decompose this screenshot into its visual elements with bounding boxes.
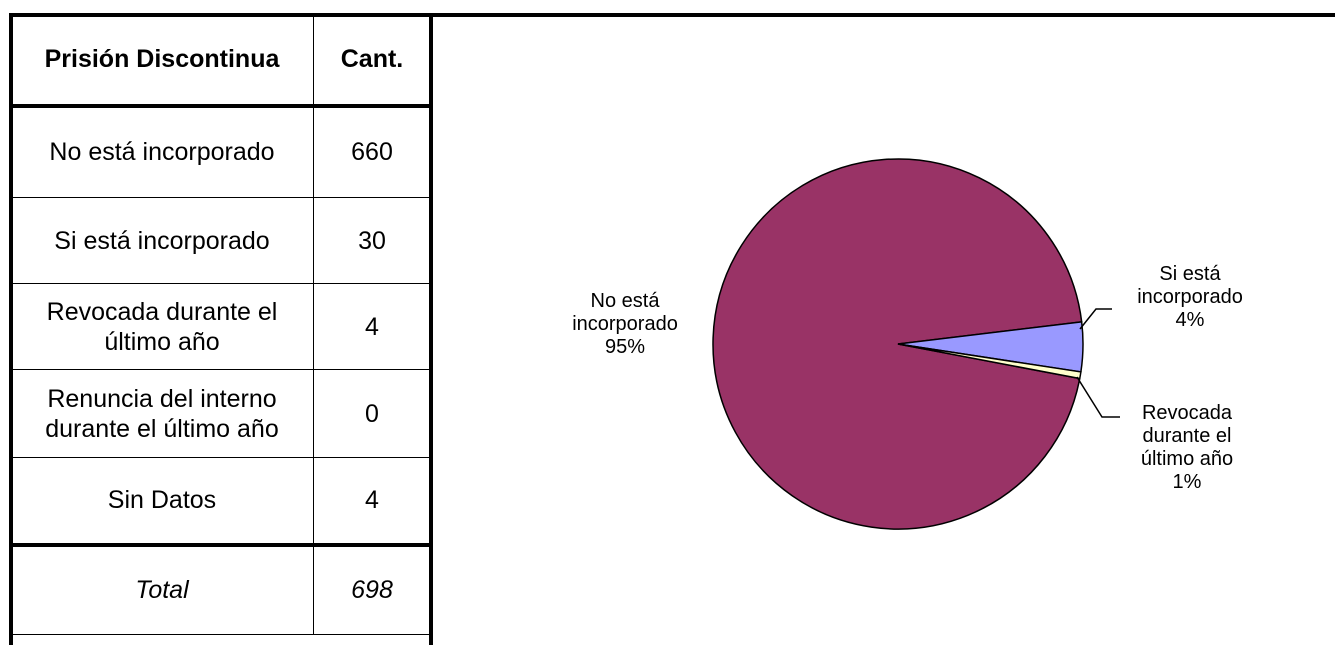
top-border-rule [433,13,1335,17]
row-label: Si está incorporado [10,197,314,284]
row-label-line: Si está incorporado [54,226,270,255]
table-row: Si está incorporado 30 [10,197,431,284]
data-label-revocada: Revocada durante el último año 1% [1141,402,1233,493]
header-count: Cant. [313,13,431,108]
table-row: Renuncia del interno durante el último añ… [10,369,431,458]
row-value: 660 [313,105,431,198]
row-label: Revocada durante el último año [10,283,314,370]
data-label-line: Revocada [1142,402,1233,424]
pie-chart-svg: No está incorporado 95%Si está incorporado 4… [572,158,1243,530]
row-label-line: último año [104,327,220,356]
row-label-line: durante el último año [45,414,279,443]
data-label-line: 95% [605,336,645,358]
table-row: No está incorporado 660 [10,105,431,198]
pie-chart-area: No está incorporado 95% Si está incorporado 4… [440,17,1335,644]
pie-slice-revocada [897,343,1082,380]
total-value: 698 [313,542,431,635]
leader-line-si-incorporado [1079,308,1112,330]
data-label-line: No está [591,290,661,312]
table-header-row: Prisión Discontinua Cant. [10,13,431,108]
data-label-line: último año [1141,448,1233,470]
row-value: 0 [313,369,431,458]
data-label-no-incorporado: No está incorporado 95% [572,290,678,358]
data-label-line: durante el [1143,425,1232,447]
data-label-line: 1% [1173,471,1202,493]
row-label: Renuncia del interno durante el último añ… [10,369,314,458]
pie-slice-no-incorporado [712,158,1083,530]
data-label-line: Si está [1159,263,1221,285]
table-row: Revocada durante el último año 4 [10,283,431,370]
total-label: Total [10,542,314,635]
data-table-panel: Prisión Discontinua Cant. No está incorp… [0,0,440,645]
row-label: Sin Datos [10,457,314,545]
table-row: Sin Datos 4 [10,457,431,545]
data-label-line: incorporado [572,313,678,335]
leader-line-revocada [1076,376,1120,418]
data-label-si-incorporado: Si está incorporado 4% [1137,263,1243,331]
row-label-line: Renuncia del interno [47,384,277,413]
row-value: 4 [313,283,431,370]
row-label-line: No está incorporado [49,138,275,167]
row-label: No está incorporado [10,105,314,198]
table-total-row: Total 698 [10,542,431,635]
header-category: Prisión Discontinua [10,13,314,108]
data-label-line: 4% [1176,309,1205,331]
row-value: 30 [313,197,431,284]
row-label-line: Sin Datos [107,486,217,515]
row-label-line: Revocada durante el [46,297,278,326]
row-value: 4 [313,457,431,545]
data-label-line: incorporado [1137,286,1243,308]
data-table: Prisión Discontinua Cant. No está incorp… [10,13,431,635]
